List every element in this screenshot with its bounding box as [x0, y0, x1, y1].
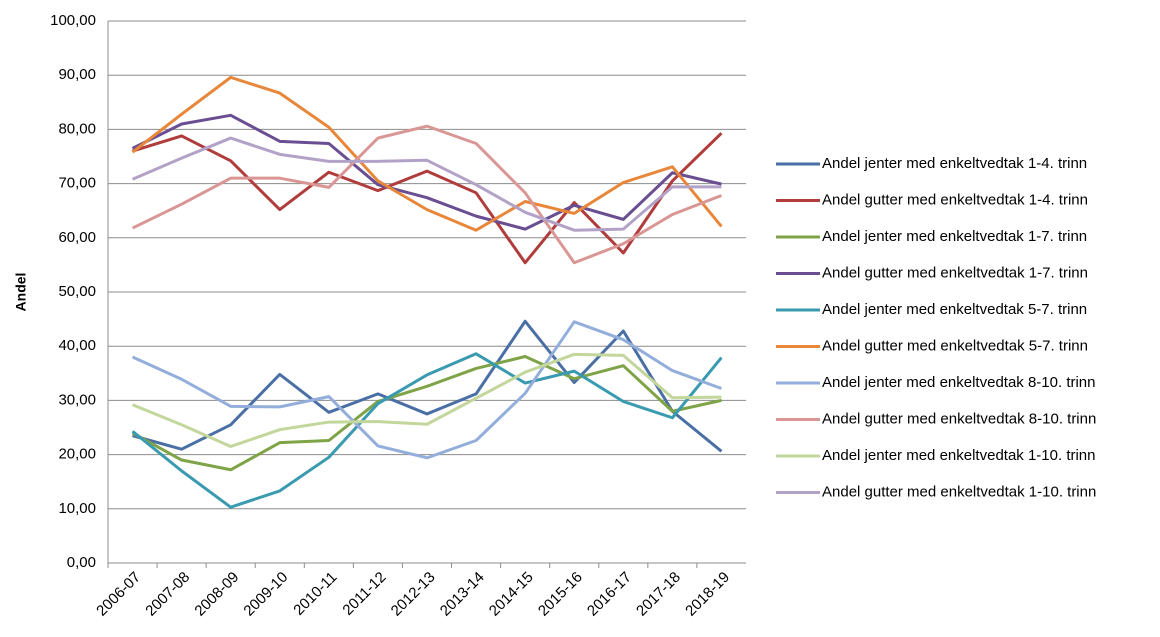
x-tick-label: 2009-10 — [240, 569, 291, 620]
x-tick-label: 2015-16 — [535, 569, 586, 620]
legend-label: Andel jenter med enkeltvedtak 1-4. trinn — [822, 155, 1087, 172]
y-tick-label: 10,00 — [58, 500, 96, 517]
x-tick-label: 2013-14 — [437, 569, 488, 620]
legend-label: Andel jenter med enkeltvedtak 8-10. trin… — [822, 374, 1096, 391]
legend-label: Andel gutter med enkeltvedtak 5-7. trinn — [822, 337, 1088, 354]
y-tick-label: 60,00 — [58, 229, 96, 246]
y-axis-label: Andel — [13, 273, 29, 312]
y-tick-label: 70,00 — [58, 175, 96, 192]
legend-label: Andel jenter med enkeltvedtak 1-10. trin… — [822, 447, 1096, 464]
series-line — [131, 113, 722, 231]
x-tick-label: 2012-13 — [388, 569, 439, 620]
series-line — [132, 319, 723, 453]
x-tick-label: 2008-09 — [191, 569, 242, 620]
legend-label: Andel gutter med enkeltvedtak 8-10. trin… — [822, 410, 1096, 427]
legend-label: Andel jenter med enkeltvedtak 5-7. trinn — [822, 301, 1087, 318]
series-line — [131, 136, 722, 232]
x-tick-label: 2018-19 — [682, 569, 733, 620]
series-line — [131, 354, 722, 472]
legend-label: Andel gutter med enkeltvedtak 1-10. trin… — [822, 483, 1096, 500]
series-line — [131, 320, 722, 460]
y-tick-label: 0,00 — [67, 554, 96, 571]
y-tick-label: 30,00 — [58, 391, 96, 408]
x-tick-label: 2011-12 — [339, 569, 389, 619]
y-tick-label: 40,00 — [58, 337, 96, 354]
x-tick-label: 2014-15 — [486, 569, 537, 620]
x-tick-label: 2010-11 — [290, 569, 340, 619]
x-tick-label: 2017-18 — [633, 569, 684, 620]
legend-label: Andel jenter med enkeltvedtak 1-7. trinn — [822, 228, 1087, 245]
series-line — [131, 75, 723, 232]
x-tick-label: 2006-07 — [93, 569, 144, 620]
y-tick-label: 100,00 — [50, 12, 96, 29]
y-tick-label: 50,00 — [58, 283, 96, 300]
y-tick-label: 80,00 — [58, 120, 96, 137]
series-line — [131, 124, 723, 265]
series-line — [131, 352, 723, 509]
y-tick-label: 20,00 — [58, 446, 96, 463]
series-line — [131, 352, 722, 448]
x-tick-label: 2007-08 — [142, 569, 193, 620]
x-tick-label: 2016-17 — [584, 569, 635, 620]
y-tick-label: 90,00 — [58, 66, 96, 83]
legend-label: Andel gutter med enkeltvedtak 1-4. trinn — [822, 191, 1088, 208]
series-line — [132, 132, 723, 265]
legend-label: Andel gutter med enkeltvedtak 1-7. trinn — [822, 264, 1088, 281]
